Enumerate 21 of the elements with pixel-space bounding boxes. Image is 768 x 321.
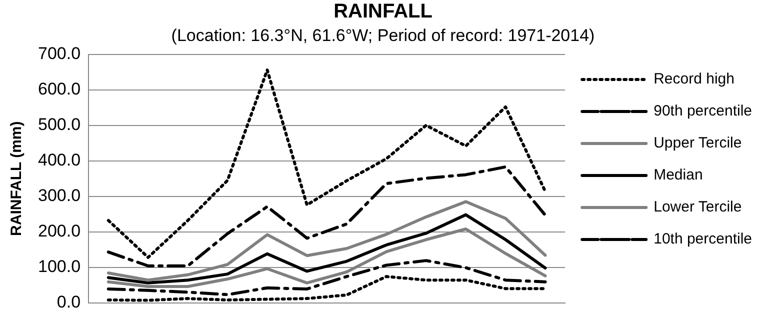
legend-label: Upper Tercile bbox=[654, 134, 742, 152]
y-tick-label: 700.0 bbox=[38, 44, 81, 64]
line-series bbox=[106, 259, 547, 296]
legend-label: Median bbox=[654, 166, 703, 184]
y-axis-title: RAINFALL (mm) bbox=[8, 121, 26, 236]
y-tick-label: 0.0 bbox=[56, 292, 81, 312]
chart-title: RAINFALL bbox=[334, 0, 432, 23]
y-tick-label: 600.0 bbox=[38, 80, 81, 99]
y-tick-label: 400.0 bbox=[38, 150, 81, 170]
legend-label: Record high bbox=[654, 70, 734, 88]
legend-label: 10th percentile bbox=[654, 230, 752, 248]
y-tick-label: 200.0 bbox=[38, 222, 81, 241]
line-series bbox=[106, 165, 547, 268]
y-tick-label: 100.0 bbox=[38, 257, 81, 276]
legend-label: 90th percentile bbox=[654, 102, 752, 120]
legend-label: Lower Tercile bbox=[654, 198, 742, 216]
y-tick-label: 300.0 bbox=[38, 186, 81, 206]
chart-subtitle: (Location: 16.3°N, 61.6°W; Period of record: 1971-2014) bbox=[171, 26, 595, 45]
line-series bbox=[106, 68, 547, 259]
line-series bbox=[106, 275, 547, 302]
y-tick-label: 500.0 bbox=[38, 115, 81, 134]
